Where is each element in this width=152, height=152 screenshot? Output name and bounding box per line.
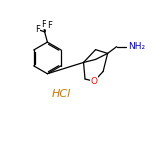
Text: F: F [47, 21, 52, 30]
Text: F: F [35, 25, 40, 34]
Text: HCl: HCl [51, 89, 71, 99]
Text: NH₂: NH₂ [128, 42, 145, 51]
Text: O: O [91, 77, 98, 86]
Text: F: F [41, 20, 46, 29]
